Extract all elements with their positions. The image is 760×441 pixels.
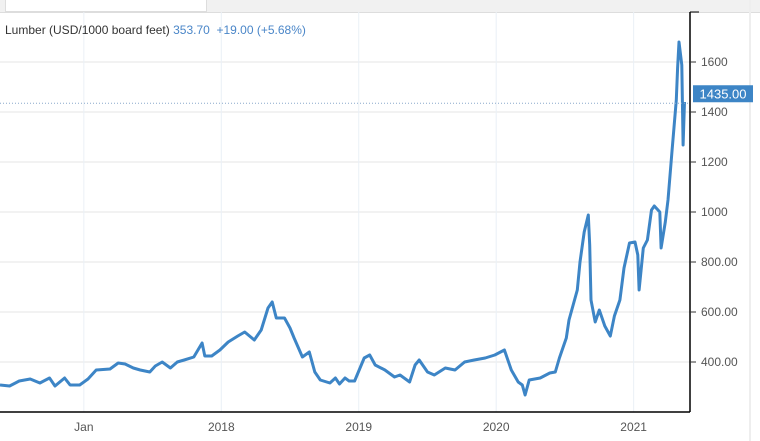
x-tick-label: 2021 [620,420,647,434]
y-tick-label: 1000 [701,205,728,219]
current-price-badge [693,85,753,103]
x-tick-label: 2020 [483,420,510,434]
legend-last-price: 353.70 [173,23,210,37]
x-tick-label: Jan [74,420,93,434]
top-toolbar [0,0,760,13]
y-tick-label: 600.00 [701,305,738,319]
y-tick-label: 1400 [701,105,728,119]
y-tick-label: 1200 [701,155,728,169]
y-tick-label: 400.00 [701,355,738,369]
panel-border [749,0,751,441]
chart-legend: Lumber (USD/1000 board feet) 353.70 +19.… [5,23,306,37]
x-tick-label: 2018 [208,420,235,434]
search-input[interactable] [5,0,207,12]
y-tick-label: 800.00 [701,255,738,269]
legend-title: Lumber (USD/1000 board feet) [5,23,170,37]
legend-change-pct: (+5.68%) [256,23,306,37]
y-tick-label: 1600 [701,55,728,69]
current-price-label: 1435.00 [700,86,747,101]
legend-change: +19.00 [216,23,254,37]
x-tick-label: 2019 [345,420,372,434]
price-line [0,40,686,397]
